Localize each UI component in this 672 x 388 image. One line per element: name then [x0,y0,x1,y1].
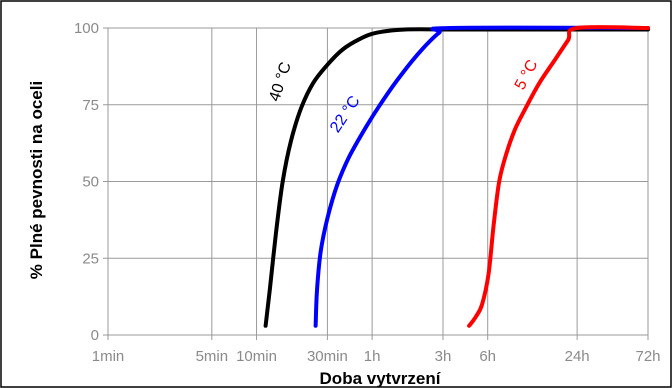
series-line-2 [467,25,650,328]
x-tick-label: 3h [435,348,452,365]
x-axis-title: Doba vytvrzení [320,369,442,388]
x-tick-label: 24h [565,348,590,365]
y-tick-label: 25 [82,250,99,267]
y-axis-title: % Plné pevnosti na oceli [27,81,46,279]
x-tick-label: 72h [635,348,660,365]
x-tick-label: 10min [236,348,277,365]
x-tick-label: 1min [92,348,125,365]
y-tick-label: 50 [82,174,99,191]
y-tick-label: 100 [74,20,99,37]
series-lines [263,25,650,328]
y-tick-label: 0 [91,327,99,344]
series-line-1 [313,25,650,328]
x-tick-label: 1h [364,348,381,365]
tick-labels: 0 25 50 75 100 1min 5min 10min 30min 1h 3h 6h 24h 72h [74,20,661,365]
x-tick-label: 5min [196,348,229,365]
x-tick-label: 6h [479,348,496,365]
y-tick-label: 75 [82,97,99,114]
grid [103,27,649,340]
x-tick-label: 30min [307,348,348,365]
